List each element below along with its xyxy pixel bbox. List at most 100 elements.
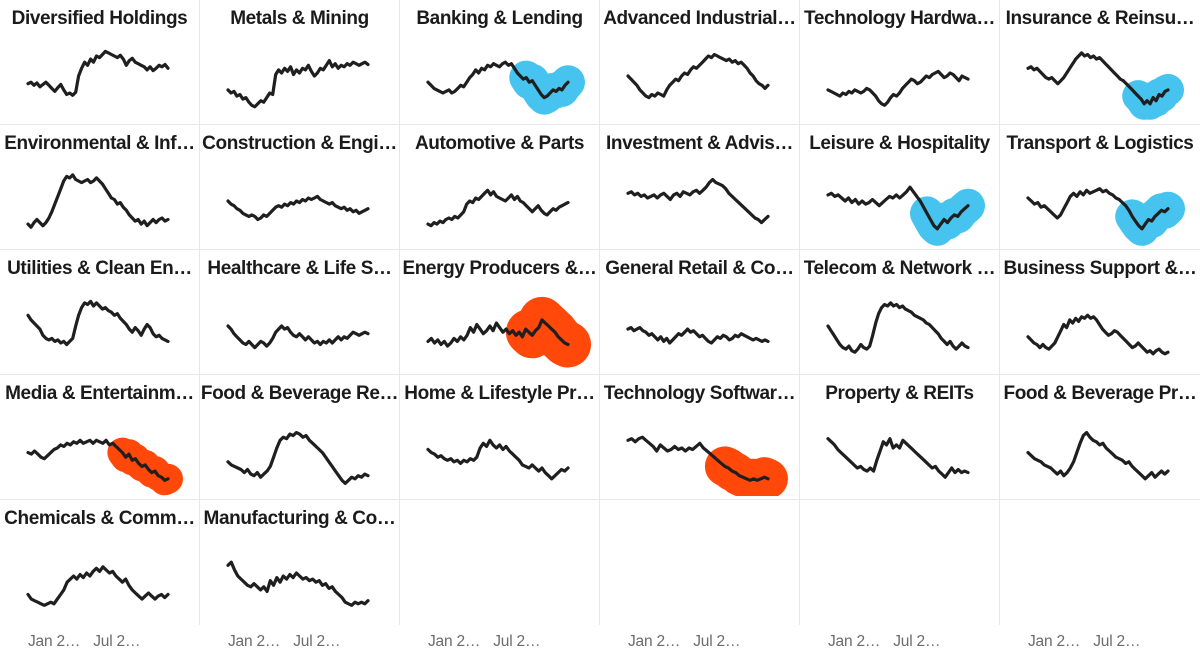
sparkline-path	[426, 60, 570, 100]
facet-title: Chemicals & Comm…	[4, 508, 195, 529]
facet-title: Transport & Logistics	[1006, 133, 1194, 154]
empty-facet-cell	[1000, 500, 1200, 625]
facet-cell: Leisure & Hospitality	[800, 125, 1000, 250]
facet-cell: Insurance & Reinsu…	[1000, 0, 1200, 125]
sparkline-chart	[26, 49, 170, 97]
x-tick-label: Jan 2…	[828, 633, 881, 650]
sparkline-path	[826, 301, 970, 354]
x-axis-label-row: Jan 2… Jul 2… Jan 2… Jul 2… Jan 2… Jul 2… Jan …	[0, 625, 1200, 668]
x-axis-column: Jan 2… Jul 2…	[400, 625, 600, 668]
facet-title: Business Support &…	[1003, 258, 1197, 279]
sparkline-chart	[226, 324, 370, 350]
x-tick-label: Jan 2…	[28, 633, 81, 650]
facet-cell: Business Support &…	[1000, 250, 1200, 375]
sparkline-chart	[1026, 51, 1184, 120]
x-tick-label: Jan 2…	[428, 633, 481, 650]
facet-cell: Food & Beverage Re…	[200, 375, 400, 500]
facet-cell: Construction & Engi…	[200, 125, 400, 250]
facet-title: Telecom & Network …	[803, 258, 996, 279]
facet-title: Insurance & Reinsu…	[1005, 8, 1195, 29]
sparkline-path	[626, 177, 770, 225]
sparkline-path	[226, 59, 370, 109]
facet-cell: Metals & Mining	[200, 0, 400, 125]
sparkline-chart	[26, 299, 170, 347]
facet-cell: Home & Lifestyle Pr…	[400, 375, 600, 500]
sparkline-path	[226, 431, 370, 486]
sparkline-chart	[826, 301, 970, 354]
sparkline-chart	[826, 69, 970, 107]
facet-title: Media & Entertainm…	[5, 383, 194, 404]
sparkline-path	[426, 438, 570, 481]
sparkline-path	[26, 438, 170, 482]
empty-facet-cell	[400, 500, 600, 625]
sparkline-path	[626, 52, 770, 100]
sparkline-chart	[626, 52, 770, 100]
sparkline-path	[26, 565, 170, 607]
facet-cell: Manufacturing & Co…	[200, 500, 400, 625]
sparkline-chart	[26, 173, 170, 229]
facet-cell: Banking & Lending	[400, 0, 600, 125]
facet-cell: Food & Beverage Pr…	[1000, 375, 1200, 500]
sparkline-path	[26, 173, 170, 229]
sparkline-chart	[426, 296, 591, 368]
x-axis-column: Jan 2… Jul 2…	[200, 625, 400, 668]
facet-cell: Technology Hardwa…	[800, 0, 1000, 125]
sparkline-path	[26, 299, 170, 347]
x-tick-label: Jan 2…	[1028, 633, 1081, 650]
sparkline-path	[226, 560, 370, 607]
facet-title: Technology Hardwa…	[804, 8, 995, 29]
facet-title: Technology Softwar…	[603, 383, 796, 404]
empty-facet-cell	[800, 500, 1000, 625]
facet-grid: Diversified Holdings Metals & Mining Banki…	[0, 0, 1200, 625]
sparkline-chart	[826, 437, 970, 479]
facet-cell: Healthcare & Life S…	[200, 250, 400, 375]
sparkline-path	[1026, 51, 1170, 106]
facet-title: General Retail & Co…	[605, 258, 794, 279]
x-axis-column: Jan 2… Jul 2…	[800, 625, 1000, 668]
sparkline-path	[826, 437, 970, 479]
x-tick-label: Jul 2…	[493, 633, 541, 650]
sparkline-path	[26, 49, 170, 97]
x-tick-label: Jan 2…	[628, 633, 681, 650]
sparkline-chart	[426, 60, 585, 115]
facet-title: Leisure & Hospitality	[809, 133, 990, 154]
sparkline-chart	[26, 437, 183, 496]
x-tick-label: Jul 2…	[1093, 633, 1141, 650]
sparkline-chart	[626, 435, 788, 496]
facet-cell: Telecom & Network …	[800, 250, 1000, 375]
facet-title: Banking & Lending	[416, 8, 583, 29]
sparkline-path	[1026, 431, 1170, 481]
facet-cell: Advanced Industrial…	[600, 0, 800, 125]
sparkline-chart	[426, 188, 570, 228]
sparkline-path	[1026, 187, 1170, 231]
sparkline-path	[826, 69, 970, 107]
sparkline-chart	[1026, 187, 1185, 246]
facet-cell: Property & REITs	[800, 375, 1000, 500]
facet-cell: Chemicals & Comm…	[0, 500, 200, 625]
sparkline-path	[826, 185, 970, 231]
sparkline-path	[426, 188, 570, 228]
facet-title: Metals & Mining	[230, 8, 369, 29]
sparkline-path	[626, 325, 770, 345]
x-tick-label: Jul 2…	[893, 633, 941, 650]
facet-title: Construction & Engi…	[202, 133, 397, 154]
sparkline-chart	[426, 438, 570, 481]
facet-title: Manufacturing & Co…	[203, 508, 396, 529]
facet-title: Home & Lifestyle Pr…	[404, 383, 595, 404]
x-tick-label: Jul 2…	[693, 633, 741, 650]
facet-title: Food & Beverage Re…	[200, 383, 399, 404]
facet-title: Food & Beverage Pr…	[1003, 383, 1197, 404]
sparkline-chart	[226, 431, 370, 486]
sparkline-path	[626, 435, 770, 482]
x-axis-column: Jan 2… Jul 2…	[600, 625, 800, 668]
facet-title: Healthcare & Life S…	[207, 258, 392, 279]
facet-cell: Utilities & Clean En…	[0, 250, 200, 375]
sparkline-path	[1026, 313, 1170, 356]
sparkline-chart	[226, 194, 370, 222]
sparkline-chart	[226, 560, 370, 607]
x-tick-label: Jul 2…	[93, 633, 141, 650]
facet-cell: Automotive & Parts	[400, 125, 600, 250]
facet-title: Energy Producers &…	[402, 258, 597, 279]
x-tick-label: Jul 2…	[293, 633, 341, 650]
